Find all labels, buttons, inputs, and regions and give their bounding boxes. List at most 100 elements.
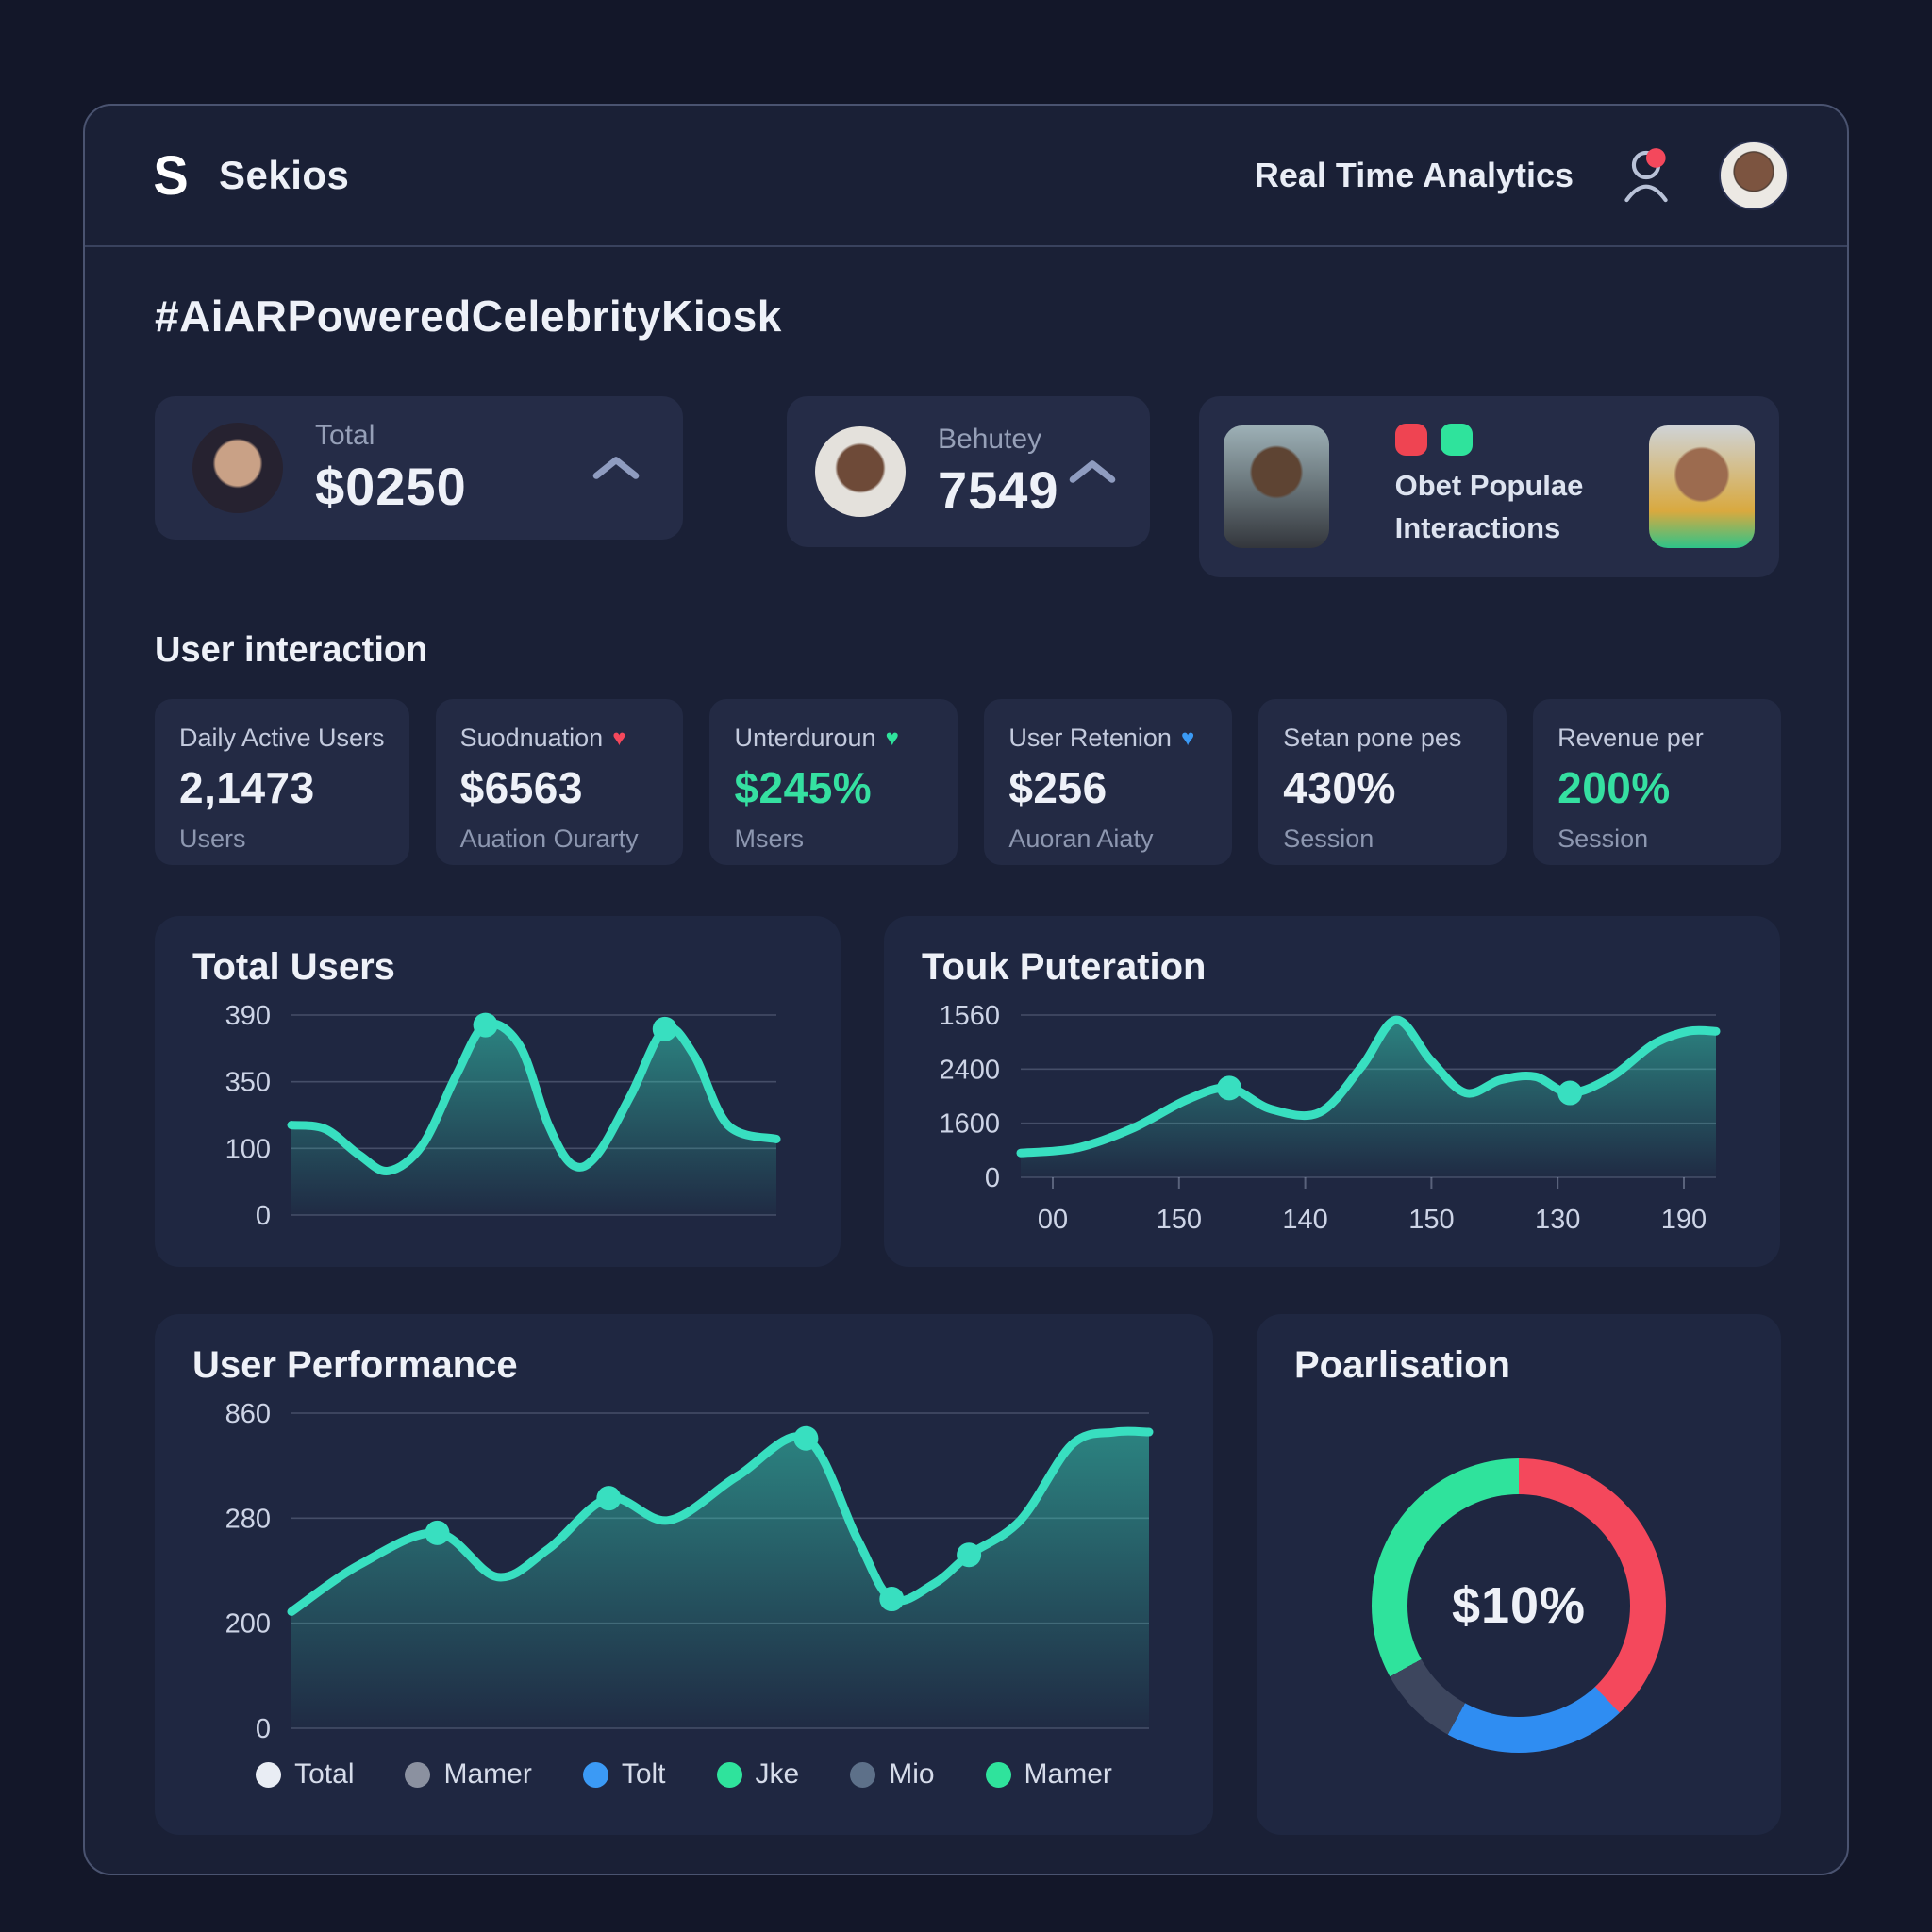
touk-puteration-chart: 1560 2400 1600 0 00 150 140 150 130 190 bbox=[922, 996, 1742, 1243]
summary-value: 7549 bbox=[938, 459, 1059, 520]
avatar bbox=[815, 426, 906, 517]
total-users-panel: Total Users 390 350 100 0 bbox=[155, 916, 841, 1267]
legend-dot bbox=[716, 1761, 742, 1788]
notification-dot-icon bbox=[1646, 148, 1666, 168]
summary-card-popular-interactions: Obet Populae Interactions bbox=[1199, 396, 1779, 577]
stat-title: Setan pone pes bbox=[1283, 724, 1462, 752]
svg-text:280: 280 bbox=[225, 1504, 271, 1534]
stat-title: Daily Active Users bbox=[179, 724, 385, 752]
legend-item: Mio bbox=[850, 1758, 935, 1790]
panel-body: #AiARPoweredCelebrityKiosk Total $0250 B… bbox=[85, 247, 1847, 1835]
chart-legend: Total Mamer Tolt Jke Mio Mamer bbox=[192, 1758, 1175, 1790]
brand-logo-icon: S bbox=[153, 143, 189, 207]
stat-value: $6563 bbox=[459, 763, 583, 812]
svg-text:150: 150 bbox=[1157, 1205, 1202, 1235]
notifications-button[interactable] bbox=[1615, 144, 1677, 207]
chart-title: Touk Puteration bbox=[922, 946, 1207, 988]
stat-title: Revenue per bbox=[1557, 724, 1704, 752]
svg-text:140: 140 bbox=[1282, 1205, 1327, 1235]
heart-pin-icon: ♥ bbox=[1180, 724, 1195, 751]
stat-value: $256 bbox=[1008, 763, 1108, 812]
legend-dot bbox=[405, 1761, 431, 1788]
svg-text:1560: 1560 bbox=[939, 1001, 1000, 1031]
donut-center-value: $10% bbox=[1451, 1577, 1587, 1635]
legend-dot bbox=[985, 1761, 1011, 1788]
red-status-dot bbox=[1394, 424, 1427, 457]
dashboard-panel: S Sekios Real Time Analytics #AiARPowere… bbox=[83, 104, 1849, 1875]
summary-card-behutey: Behutey 7549 bbox=[787, 396, 1150, 547]
stat-value: 2,1473 bbox=[179, 763, 315, 812]
summary-label: Behutey bbox=[938, 423, 1042, 455]
chart-title: Total Users bbox=[192, 946, 395, 988]
celebrity-photo bbox=[1224, 425, 1329, 548]
legend-item: Total bbox=[256, 1758, 354, 1790]
chevron-up-icon bbox=[592, 457, 640, 484]
heart-pin-icon: ♥ bbox=[885, 724, 899, 751]
stat-sublabel: Auoran Aiaty bbox=[1008, 824, 1154, 853]
stat-sublabel: Session bbox=[1283, 824, 1374, 853]
stat-card-unterduroun: Unterduroun ♥ $245% Msers bbox=[709, 699, 958, 865]
chart-title: Poarlisation bbox=[1294, 1344, 1510, 1386]
chevron-up-icon bbox=[1069, 460, 1116, 488]
header-title: Real Time Analytics bbox=[1254, 156, 1574, 194]
svg-text:0: 0 bbox=[256, 1201, 271, 1231]
summary-card-total: Total $0250 bbox=[155, 396, 683, 540]
header: S Sekios Real Time Analytics bbox=[85, 106, 1847, 247]
stat-card-suodnuation: Suodnuation ♥ $6563 Auation Ourarty bbox=[435, 699, 684, 865]
summary-value: $0250 bbox=[315, 456, 467, 516]
stat-title: Suodnuation ♥ bbox=[459, 724, 626, 752]
stat-value: 430% bbox=[1283, 763, 1396, 812]
legend-item: Mamer bbox=[985, 1758, 1112, 1790]
user-performance-chart: 860 280 200 0 bbox=[192, 1394, 1175, 1753]
legend-item: Tolt bbox=[582, 1758, 666, 1790]
stat-card-user-retention: User Retenion ♥ $256 Auoran Aiaty bbox=[984, 699, 1233, 865]
stat-sublabel: Auation Ourarty bbox=[459, 824, 639, 853]
stat-card-daily-active-users: Daily Active Users 2,1473 Users bbox=[155, 699, 409, 865]
summary-label: Obet Populae Interactions bbox=[1394, 469, 1584, 544]
stat-card-revenue-per-session: Revenue per 200% Session bbox=[1533, 699, 1782, 865]
person-icon bbox=[1615, 148, 1677, 209]
chart-title: User Performance bbox=[192, 1344, 518, 1386]
celebrity-photo bbox=[1649, 425, 1755, 548]
legend-dot bbox=[582, 1761, 608, 1788]
stat-sublabel: Msers bbox=[734, 824, 804, 853]
avatar bbox=[192, 423, 283, 513]
stat-title: User Retenion ♥ bbox=[1008, 724, 1195, 752]
header-right: Real Time Analytics bbox=[1255, 141, 1789, 210]
charts-row: Total Users 390 350 100 0 Touk Puteration 1… bbox=[155, 916, 1781, 1267]
donut-hole bbox=[1407, 1494, 1630, 1718]
svg-text:190: 190 bbox=[1661, 1205, 1707, 1235]
svg-text:100: 100 bbox=[225, 1134, 271, 1164]
stat-sublabel: Session bbox=[1557, 824, 1649, 853]
svg-text:860: 860 bbox=[225, 1399, 271, 1429]
svg-text:00: 00 bbox=[1038, 1205, 1068, 1235]
svg-text:0: 0 bbox=[985, 1163, 1000, 1193]
total-users-chart: 390 350 100 0 bbox=[192, 996, 803, 1240]
stat-title: Unterduroun ♥ bbox=[734, 724, 899, 752]
expand-button[interactable] bbox=[1063, 453, 1122, 491]
svg-text:1600: 1600 bbox=[939, 1109, 1000, 1140]
legend-dot bbox=[256, 1761, 282, 1788]
legend-item: Jke bbox=[716, 1758, 799, 1790]
section-heading: User interaction bbox=[155, 630, 428, 670]
heart-pin-icon: ♥ bbox=[612, 724, 626, 751]
status-dots bbox=[1394, 424, 1584, 457]
legend-dot bbox=[850, 1761, 876, 1788]
stat-card-setan-pone-pes: Setan pone pes 430% Session bbox=[1258, 699, 1507, 865]
svg-text:390: 390 bbox=[225, 1001, 271, 1031]
summary-row: Total $0250 Behutey 7549 bbox=[155, 396, 1781, 577]
poarlisation-panel: Poarlisation $10% bbox=[1257, 1314, 1781, 1835]
summary-label: Total bbox=[315, 419, 375, 451]
user-performance-panel: User Performance 860 280 200 0 Total Mamer … bbox=[155, 1314, 1213, 1835]
green-status-dot bbox=[1440, 424, 1473, 457]
svg-text:350: 350 bbox=[225, 1068, 271, 1098]
expand-button[interactable] bbox=[587, 449, 645, 487]
bottom-row: User Performance 860 280 200 0 Total Mamer … bbox=[155, 1314, 1781, 1835]
brand: S Sekios bbox=[143, 143, 350, 207]
brand-name: Sekios bbox=[219, 153, 350, 197]
stat-sublabel: Users bbox=[179, 824, 246, 853]
user-avatar[interactable] bbox=[1719, 141, 1789, 210]
svg-text:150: 150 bbox=[1408, 1205, 1454, 1235]
svg-text:0: 0 bbox=[256, 1714, 271, 1744]
touk-puteration-panel: Touk Puteration 1560 2400 1600 0 00 150 140 150… bbox=[884, 916, 1780, 1267]
